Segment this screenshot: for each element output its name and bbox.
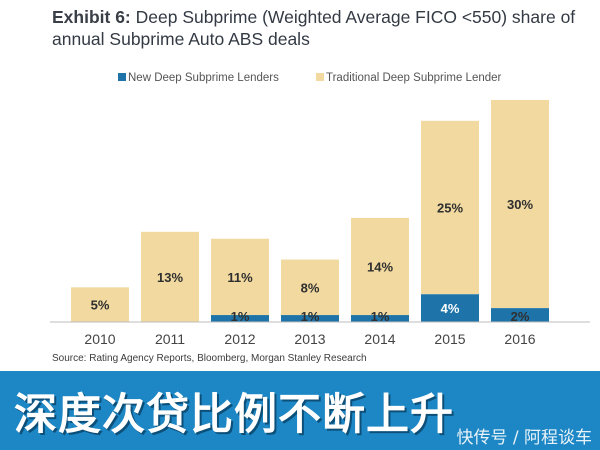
- stacked-bar-chart: New Deep Subprime Lenders Traditional Dee…: [50, 72, 590, 347]
- label-traditional-2016: 30%: [507, 197, 533, 212]
- source-note: Source: Rating Agency Reports, Bloomberg…: [52, 353, 367, 364]
- bar-traditional-2012: [211, 238, 269, 316]
- label-traditional-2010: 5%: [91, 298, 110, 313]
- label-new-2015: 4%: [441, 301, 460, 316]
- legend-label-traditional: Traditional Deep Subprime Lender: [326, 72, 502, 84]
- x-tick-2015: 2015: [434, 331, 465, 347]
- bars: 5% 13% 11% 1% 8% 1% 14% 1% 25% 4% 30% 2%: [71, 100, 549, 324]
- x-tick-2016: 2016: [504, 331, 535, 347]
- legend-swatch-new: [118, 73, 126, 81]
- bar-new-2015: [421, 294, 479, 322]
- label-traditional-2014: 14%: [367, 260, 393, 275]
- chart-title: Exhibit 6: Deep Subprime (Weighted Avera…: [52, 6, 592, 50]
- label-new-2014: 1%: [371, 309, 390, 324]
- label-new-2016: 2%: [511, 309, 530, 324]
- x-tick-2013: 2013: [294, 331, 325, 347]
- bar-traditional-2015: [421, 120, 479, 295]
- label-traditional-2015: 25%: [437, 201, 463, 216]
- label-new-2013: 1%: [301, 309, 320, 324]
- caption-banner: [0, 371, 600, 450]
- bar-traditional-2014: [351, 217, 409, 316]
- bar-traditional-2016: [491, 100, 549, 309]
- caption-text: 深度次贷比例不断上升: [14, 390, 454, 440]
- bar-new-2016: [491, 308, 549, 322]
- x-tick-2011: 2011: [155, 331, 185, 347]
- label-new-2012: 1%: [231, 309, 250, 324]
- bar-traditional-2011: [141, 231, 199, 322]
- x-tick-2010: 2010: [84, 331, 115, 347]
- label-traditional-2012: 11%: [227, 270, 253, 285]
- bar-traditional-2010: [71, 287, 129, 322]
- legend: New Deep Subprime Lenders Traditional Dee…: [118, 72, 502, 84]
- chart-title-prefix: Exhibit 6:: [52, 7, 131, 27]
- chart-title-text: Deep Subprime (Weighted Average FICO <55…: [52, 7, 576, 49]
- legend-swatch-traditional: [316, 73, 324, 81]
- bar-new-2014: [351, 315, 409, 322]
- legend-label-new: New Deep Subprime Lenders: [128, 72, 279, 84]
- bar-traditional-2013: [281, 259, 339, 316]
- watermark: 快传号 / 阿程谈车: [456, 428, 592, 448]
- x-tick-2014: 2014: [364, 331, 395, 347]
- label-traditional-2011: 13%: [157, 270, 183, 285]
- label-traditional-2013: 8%: [301, 280, 320, 295]
- x-tick-2012: 2012: [224, 331, 255, 347]
- bar-new-2013: [281, 315, 339, 322]
- bar-new-2012: [211, 315, 269, 322]
- x-axis-ticks: 2010 2011 2012 2013 2014 2015 2016: [84, 331, 535, 347]
